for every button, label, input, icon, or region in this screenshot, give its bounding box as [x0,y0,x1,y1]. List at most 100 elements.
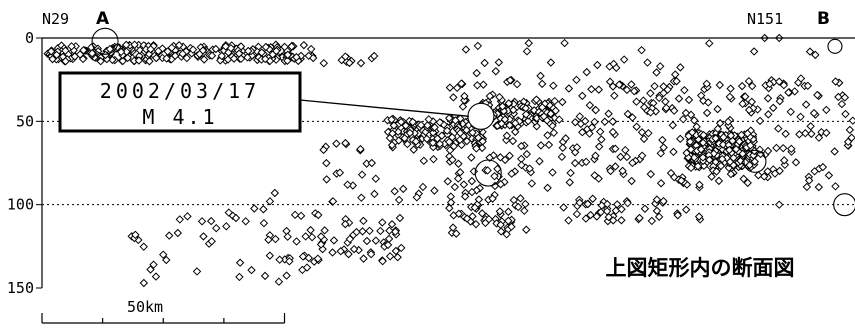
hypocenter-point [332,139,341,148]
hypocenter-point [689,153,699,162]
hypocenter-point [61,57,70,66]
hypocenter-point [309,53,318,63]
endpoint-right-code: N151 [747,10,783,28]
hypocenter-point [462,136,472,146]
hypocenter-point [614,80,624,89]
hypocenter-point [349,244,359,254]
hypocenter-point [341,138,350,148]
hypocenter-point [459,180,469,189]
hypocenter-point [692,122,701,131]
hypocenter-point [694,212,704,221]
hypocenter-point [359,254,368,263]
hypocenter-point [822,105,831,115]
hypocenter-point [504,207,513,216]
hypocenter-point [477,209,487,218]
hypocenter-point [525,164,534,173]
hypocenter-point [775,96,784,106]
hypocenter-point [507,169,516,178]
hypocenter-point [408,117,417,127]
hypocenter-point [656,179,666,188]
hypocenter-point [502,131,512,140]
hypocenter-point [146,265,155,274]
hypocenter-point [659,196,668,206]
hypocenter-point [139,278,149,288]
hypocenter-point [188,45,198,54]
hypocenter-point [399,184,408,194]
hypocenter-point [606,166,615,176]
hypocenter-point [307,232,317,242]
hypocenter-point [371,236,381,245]
hypocenter-point [385,252,395,261]
hypocenter-point [587,85,596,94]
hypocenter-point [647,216,657,226]
hypocenter-point [328,248,337,257]
hypocenter-point [296,211,306,221]
hypocenter-point [693,161,703,171]
highlighted-event-circle [467,102,495,130]
hypocenter-point [243,53,252,62]
hypocenter-point [495,207,505,216]
hypocenter-point [462,214,472,223]
hypocenter-point [532,95,541,104]
hypocenter-point [411,137,421,146]
hypocenter-point [781,129,790,139]
hypocenter-point [290,210,300,220]
hypocenter-point [304,253,313,263]
hypocenter-point [754,171,763,180]
hypocenter-point [748,104,758,113]
hypocenter-point [618,166,627,176]
hypocenter-point [559,203,568,212]
hypocenter-point [555,115,564,124]
hypocenter-point [477,143,487,153]
hypocenter-point [585,129,594,138]
hypocenter-point [512,79,522,89]
hypocenter-point [447,133,457,142]
hypocenter-point [497,119,506,128]
callout-box [58,71,302,133]
hypocenter-point [231,213,241,223]
hypocenter-point [705,39,714,48]
hypocenter-point [292,237,301,246]
hypocenter-point [260,271,270,281]
hypocenter-point [831,182,840,191]
hypocenter-point [285,257,294,266]
hypocenter-point [654,93,664,103]
hypocenter-point [247,51,257,60]
hypocenter-point [705,155,714,165]
hypocenter-point [385,226,394,235]
hypocenter-point [590,117,599,127]
hypocenter-point [772,143,781,153]
hypocenter-point [502,230,511,239]
hypocenter-point [557,152,567,162]
hypocenter-point [737,81,747,91]
hypocenter-point [261,54,270,64]
hypocenter-point [173,228,183,238]
hypocenter-point [378,218,387,227]
hypocenter-point [611,144,620,153]
hypocenter-point [707,172,716,181]
hypocenter-point [457,140,466,150]
hypocenter-point [87,49,97,58]
hypocenter-point [755,145,765,154]
hypocenter-point [387,140,397,150]
hypocenter-point [212,223,221,233]
hypocenter-point [366,249,376,259]
large-event-circle [91,27,119,55]
hypocenter-point [843,137,853,147]
hypocenter-point [682,148,691,158]
hypocenter-point [151,272,161,281]
hypocenter-point [801,100,811,109]
hypocenter-point [623,109,633,119]
hypocenter-point [484,214,494,224]
hypocenter-point [802,182,812,192]
hypocenter-point [549,128,559,138]
hypocenter-point [460,192,470,201]
hypocenter-point [471,219,481,229]
hypocenter-point [387,220,397,229]
hypocenter-point [520,206,529,216]
hypocenter-point [207,237,216,246]
hypocenter-point [275,255,284,264]
hypocenter-point [714,176,724,186]
hypocenter-point [472,186,481,195]
hypocenter-point [498,102,507,111]
